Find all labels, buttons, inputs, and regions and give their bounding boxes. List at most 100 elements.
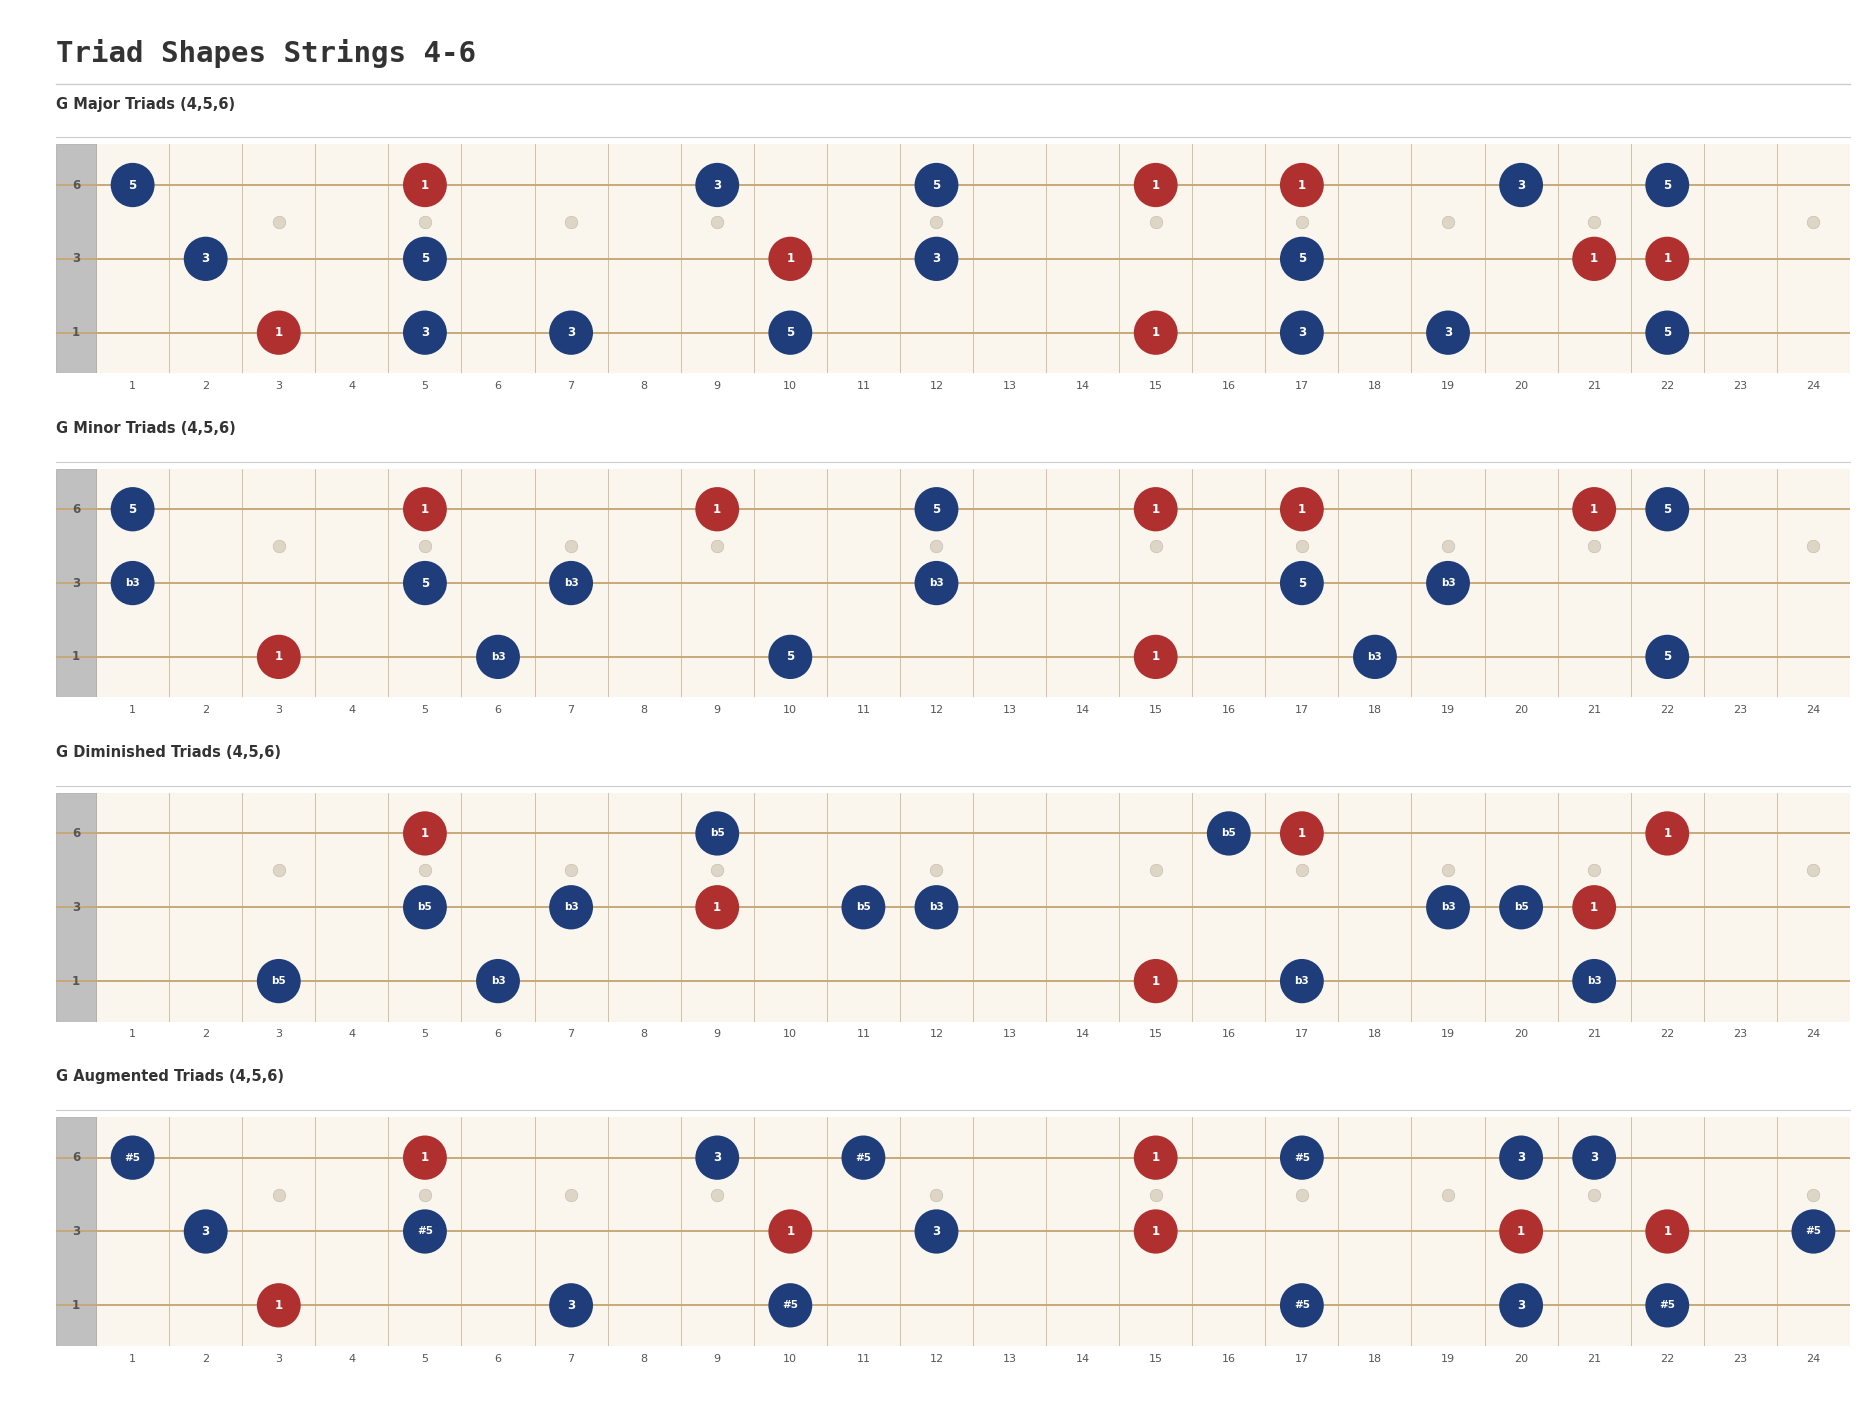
Text: 5: 5: [129, 503, 136, 516]
Circle shape: [695, 885, 740, 930]
Text: 1: 1: [1299, 827, 1306, 840]
Circle shape: [915, 486, 958, 531]
Circle shape: [1135, 486, 1177, 531]
Circle shape: [110, 561, 155, 606]
Circle shape: [1425, 561, 1470, 606]
Text: 3: 3: [566, 327, 576, 339]
Text: 1: 1: [1151, 1151, 1161, 1164]
Text: 1: 1: [1151, 651, 1161, 663]
Text: 1: 1: [1664, 1225, 1671, 1238]
Text: b3: b3: [490, 652, 505, 662]
Text: #5: #5: [855, 1152, 872, 1162]
Text: 5: 5: [786, 651, 794, 663]
Circle shape: [1280, 959, 1325, 1004]
Circle shape: [477, 959, 520, 1004]
Text: 1: 1: [274, 1298, 283, 1312]
Circle shape: [1572, 959, 1615, 1004]
Text: 1: 1: [73, 974, 80, 987]
Circle shape: [768, 1283, 812, 1328]
Circle shape: [257, 635, 300, 679]
Text: 1: 1: [1151, 1225, 1161, 1238]
Circle shape: [1207, 812, 1250, 855]
Bar: [56, 468, 97, 698]
Text: 3: 3: [201, 252, 211, 265]
Circle shape: [695, 163, 740, 207]
Text: 5: 5: [1664, 651, 1671, 663]
Text: G Minor Triads (4,5,6): G Minor Triads (4,5,6): [56, 421, 235, 436]
Circle shape: [550, 1283, 592, 1328]
Circle shape: [1645, 1210, 1690, 1253]
Text: 3: 3: [1299, 327, 1306, 339]
Text: 1: 1: [786, 1225, 794, 1238]
Circle shape: [550, 885, 592, 930]
Text: 5: 5: [786, 327, 794, 339]
Text: b3: b3: [1587, 976, 1602, 986]
Text: 1: 1: [274, 327, 283, 339]
Bar: [56, 144, 97, 373]
Text: 3: 3: [714, 178, 721, 192]
Circle shape: [1645, 812, 1690, 855]
Circle shape: [1572, 885, 1615, 930]
Text: 1: 1: [1516, 1225, 1526, 1238]
Circle shape: [1572, 486, 1615, 531]
Text: 3: 3: [201, 1225, 211, 1238]
Circle shape: [1135, 1210, 1177, 1253]
Circle shape: [1135, 1136, 1177, 1180]
Circle shape: [768, 635, 812, 679]
Bar: [56, 1117, 97, 1346]
Circle shape: [1280, 310, 1325, 355]
Text: 1: 1: [1299, 503, 1306, 516]
Circle shape: [1500, 1136, 1543, 1180]
Circle shape: [1280, 486, 1325, 531]
Circle shape: [915, 1210, 958, 1253]
Circle shape: [257, 1283, 300, 1328]
Circle shape: [1135, 163, 1177, 207]
Circle shape: [402, 812, 447, 855]
Text: b3: b3: [1440, 903, 1455, 913]
Text: 1: 1: [1151, 503, 1161, 516]
Text: b3: b3: [1367, 652, 1382, 662]
Text: b5: b5: [417, 903, 432, 913]
Circle shape: [1645, 163, 1690, 207]
Circle shape: [184, 1210, 227, 1253]
Text: 6: 6: [73, 827, 80, 840]
Circle shape: [477, 635, 520, 679]
Text: 1: 1: [421, 503, 428, 516]
Circle shape: [1572, 1136, 1615, 1180]
Text: 1: 1: [73, 1298, 80, 1312]
Circle shape: [1500, 1210, 1543, 1253]
Text: #5: #5: [1660, 1300, 1675, 1311]
Circle shape: [1645, 1283, 1690, 1328]
Text: b3: b3: [930, 903, 945, 913]
Circle shape: [402, 561, 447, 606]
Circle shape: [184, 237, 227, 280]
Text: b5: b5: [1515, 903, 1528, 913]
Circle shape: [1135, 635, 1177, 679]
Circle shape: [110, 486, 155, 531]
Circle shape: [110, 1136, 155, 1180]
Circle shape: [1500, 1283, 1543, 1328]
Circle shape: [768, 237, 812, 280]
Text: 1: 1: [1664, 827, 1671, 840]
Circle shape: [1280, 561, 1325, 606]
Text: G Major Triads (4,5,6): G Major Triads (4,5,6): [56, 97, 235, 112]
Text: 1: 1: [274, 651, 283, 663]
Circle shape: [768, 310, 812, 355]
Text: 5: 5: [1664, 503, 1671, 516]
Circle shape: [1645, 635, 1690, 679]
Circle shape: [402, 310, 447, 355]
Text: 3: 3: [932, 252, 941, 265]
Text: #5: #5: [1295, 1152, 1310, 1162]
Text: 1: 1: [1299, 178, 1306, 192]
Circle shape: [402, 885, 447, 930]
Text: 1: 1: [1151, 178, 1161, 192]
Text: 1: 1: [1591, 900, 1598, 914]
Text: b3: b3: [490, 976, 505, 986]
Circle shape: [915, 237, 958, 280]
Circle shape: [695, 1136, 740, 1180]
Circle shape: [402, 1210, 447, 1253]
Circle shape: [915, 885, 958, 930]
Text: 3: 3: [421, 327, 428, 339]
Circle shape: [695, 812, 740, 855]
Text: b3: b3: [1295, 976, 1310, 986]
